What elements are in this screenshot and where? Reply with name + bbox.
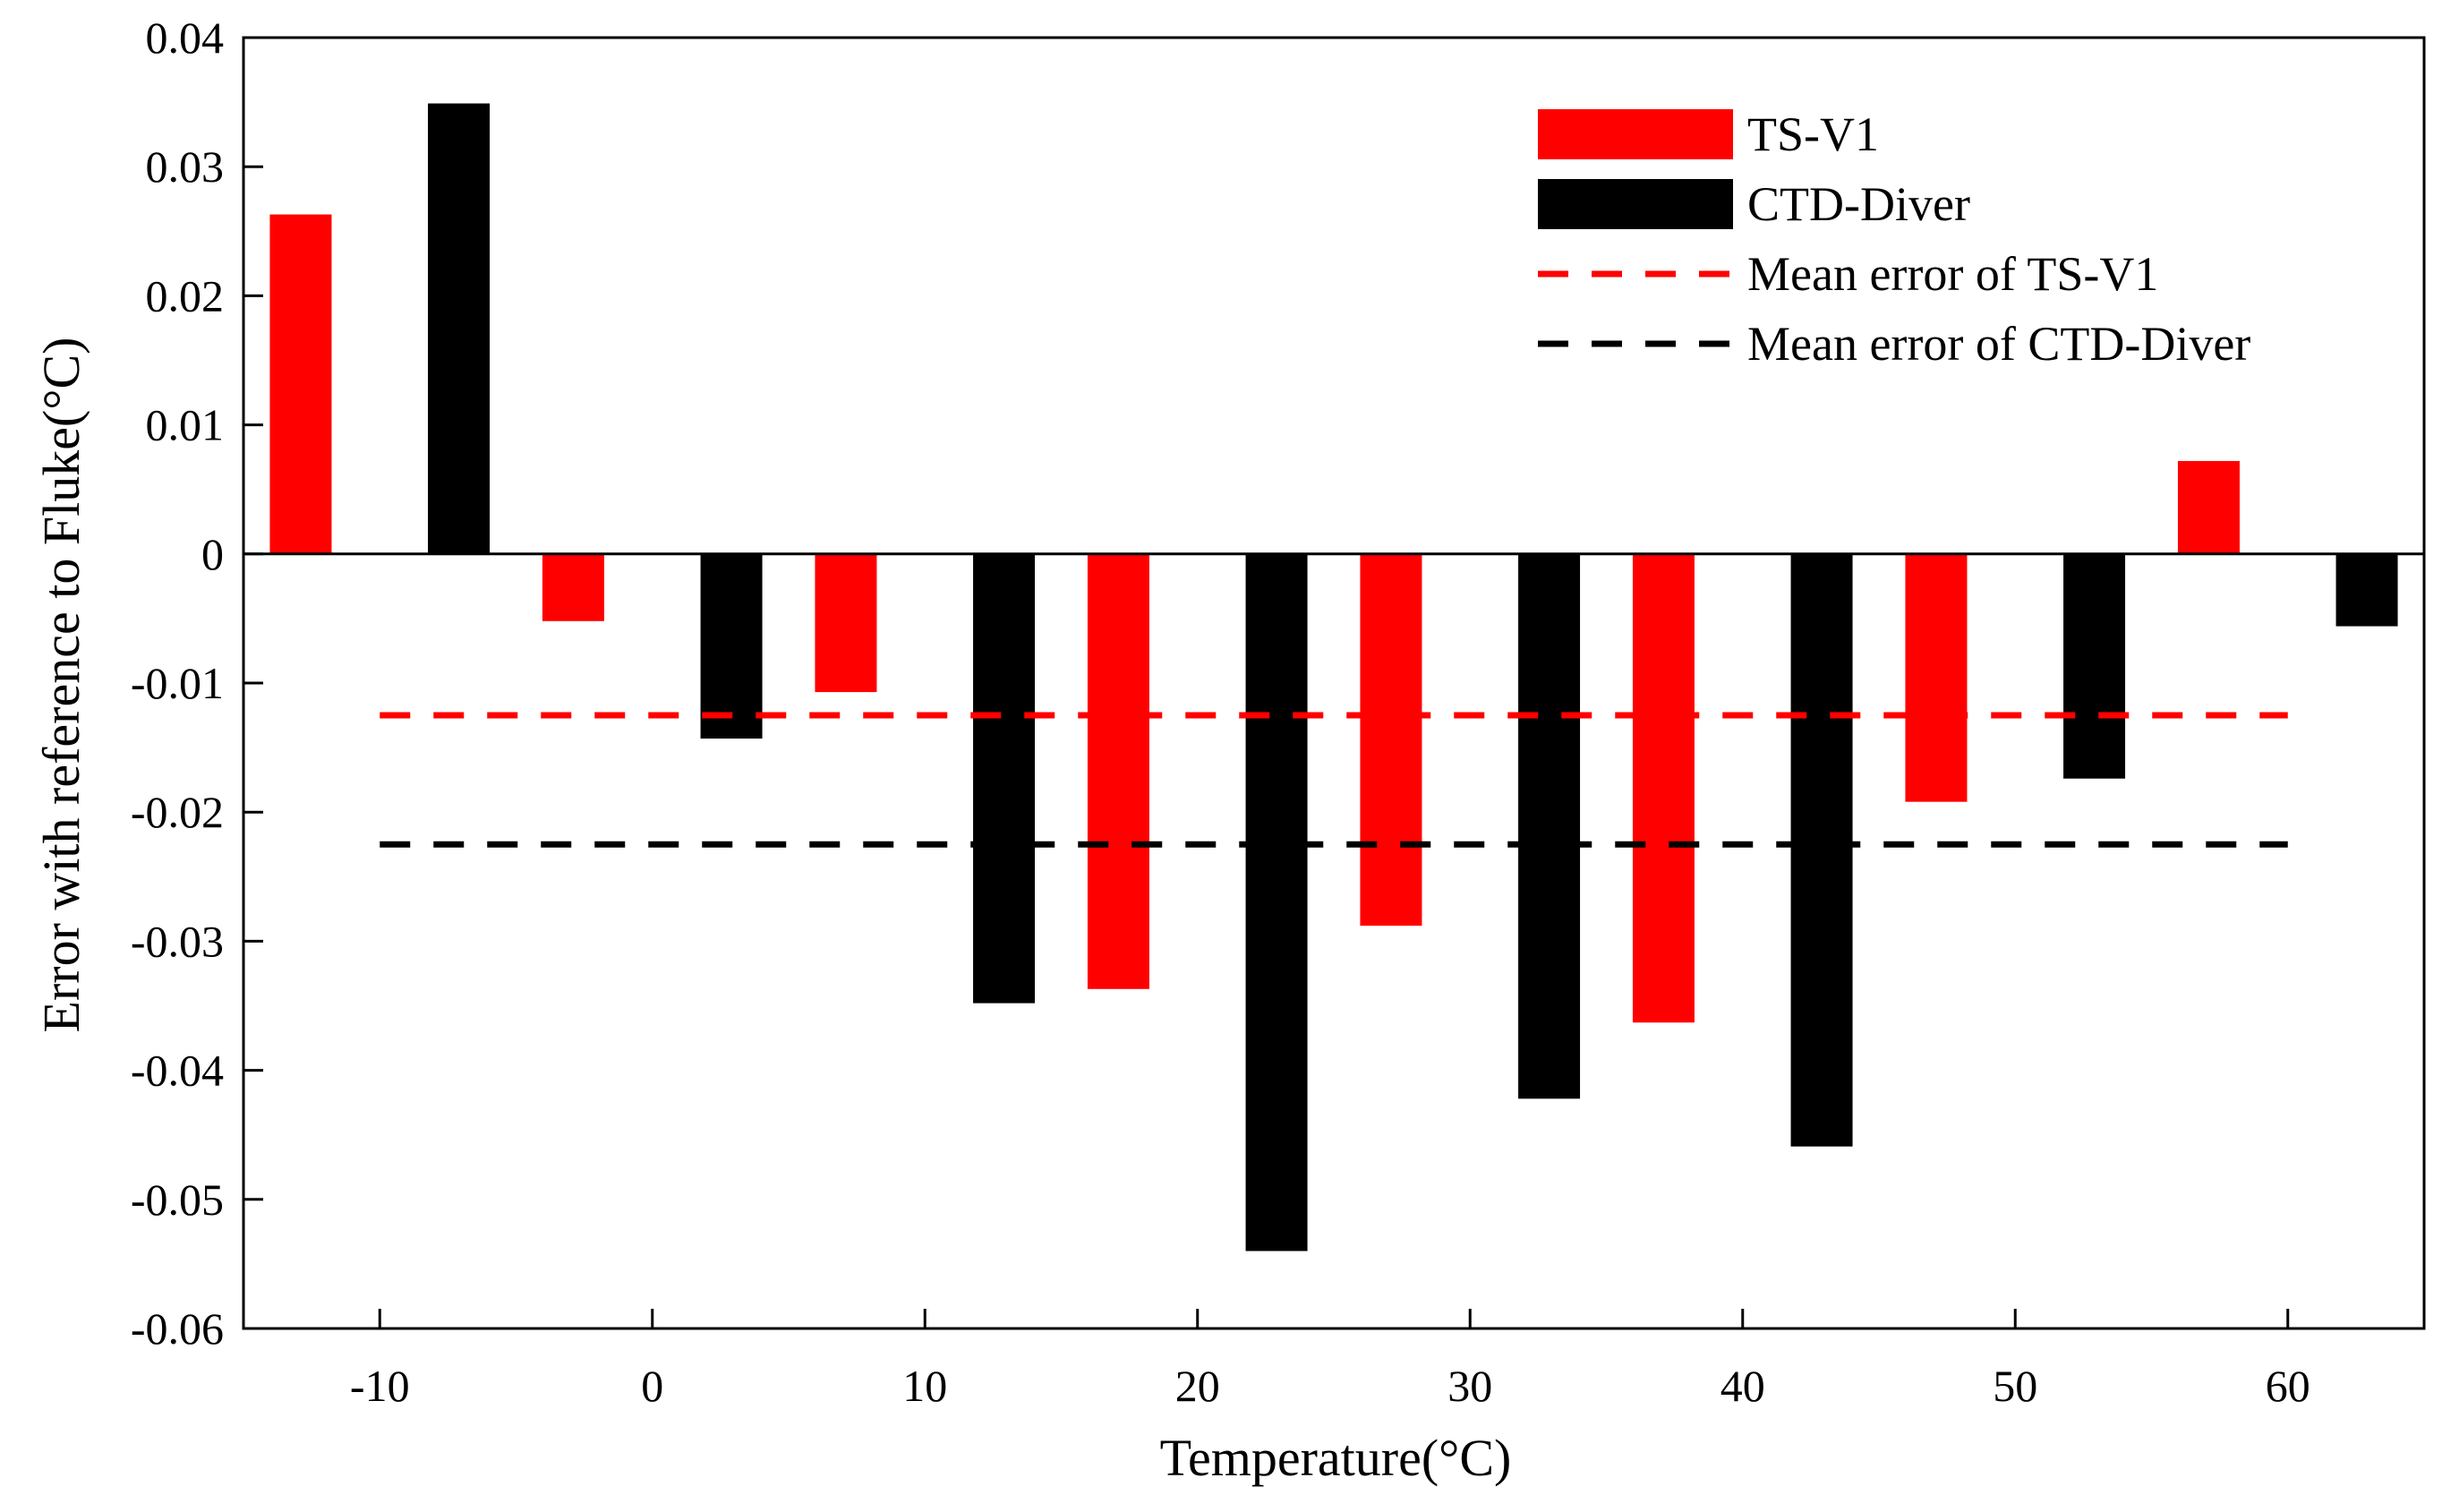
y-tick-label: 0.02 [146,270,225,320]
bar-ts-v1 [1632,553,1695,1023]
legend-label-mean-error-of-ts-v1: Mean error of TS-V1 [1747,247,2158,301]
bar-ts-v1 [1087,553,1149,989]
y-axis-title: Error with reference to Fluke(°C) [32,337,90,1033]
legend-label-mean-error-of-ctd-diver: Mean error of CTD-Diver [1747,317,2250,371]
bar-ctd-diver [700,553,763,739]
x-tick-label: 0 [641,1361,663,1411]
bar-ts-v1 [815,553,877,693]
y-tick-label: 0 [201,529,224,579]
y-tick-label: 0.01 [146,400,225,450]
legend-swatch-ctd-diver [1538,179,1733,229]
bar-ctd-diver [2063,553,2126,779]
legend-label-ctd-diver: CTD-Diver [1747,177,1970,231]
bar-ts-v1 [2177,460,2240,554]
x-tick-label: -10 [350,1361,410,1411]
x-axis-title: Temperature(°C) [1160,1429,1512,1487]
x-tick-label: 60 [2266,1361,2310,1411]
bar-ctd-diver [1790,553,1853,1147]
y-tick-label: -0.06 [131,1303,224,1354]
legend-swatch-ts-v1 [1538,109,1733,159]
x-tick-label: 20 [1175,1361,1220,1411]
bar-ts-v1 [269,214,332,554]
y-tick-label: -0.05 [131,1175,224,1225]
bar-ts-v1 [1905,553,1968,802]
x-tick-label: 10 [902,1361,947,1411]
bar-ts-v1 [542,553,604,621]
bar-ctd-diver [1518,553,1581,1099]
x-tick-label: 50 [1993,1361,2037,1411]
y-tick-label: -0.02 [131,787,224,837]
y-tick-label: 0.04 [146,13,225,63]
legend-label-ts-v1: TS-V1 [1747,107,1879,161]
bar-ctd-diver [428,103,491,554]
bar-ctd-diver [1245,553,1308,1251]
x-tick-label: 30 [1447,1361,1492,1411]
y-tick-label: -0.03 [131,916,224,966]
y-tick-label: -0.04 [131,1046,224,1096]
bar-ts-v1 [1360,553,1422,927]
bar-ctd-diver [2335,553,2398,627]
y-tick-label: 0.03 [146,141,225,192]
x-tick-label: 40 [1720,1361,1765,1411]
bar-ctd-diver [973,553,1036,1004]
y-tick-label: -0.01 [131,658,224,708]
